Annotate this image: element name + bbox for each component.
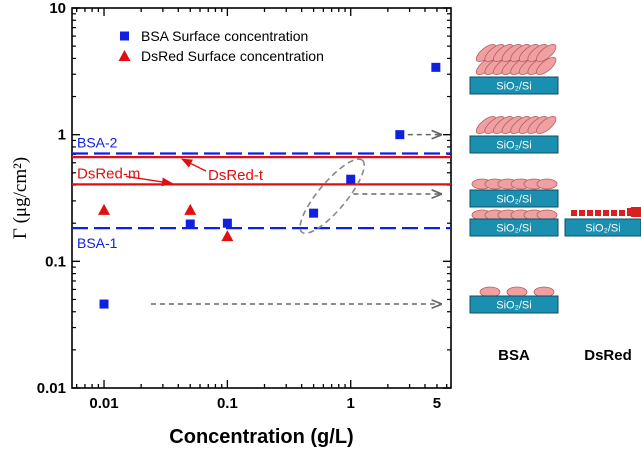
dsred-illustration-title: DsRed: [584, 347, 632, 364]
bsa-molecule: [536, 56, 557, 76]
dsred-molecule: [587, 210, 593, 216]
legend-label: BSA Surface concentration: [141, 28, 308, 44]
dsred-molecule: [619, 210, 625, 216]
dsred-molecule: [595, 210, 601, 216]
dsred-molecule: [579, 210, 585, 216]
label-dsred-t: DsRed-t: [208, 167, 264, 184]
substrate-block: [469, 76, 559, 95]
substrate-block: [469, 135, 559, 154]
substrate-label: SiO₂/Si: [496, 223, 531, 235]
legend-label: DsRed Surface concentration: [141, 48, 324, 64]
adsorption-illustration: SiO₂/Si SiO₂/Si SiO₂/Si SiO₂/Si SiO₂/Si SiO₂/…: [469, 43, 641, 364]
label-dsred-m: DsRed-m: [77, 165, 140, 182]
substrate-label: SiO₂/Si: [496, 300, 531, 312]
substrate-label: SiO₂/Si: [585, 223, 620, 235]
dsred-data-point: [184, 203, 197, 215]
dsred-molecule: [571, 210, 577, 216]
axes-frame: [71, 7, 452, 389]
label-bsa-1: BSA-1: [77, 235, 118, 251]
y-tick-label: 10: [49, 0, 66, 17]
y-tick-label: 0.01: [37, 380, 66, 397]
bsa-illustration-title: BSA: [498, 347, 530, 364]
legend-triangle-marker: [118, 50, 131, 61]
substrate-label: SiO₂/Si: [496, 140, 531, 152]
dsred-molecule: [603, 210, 609, 216]
legend-square-marker: [120, 31, 129, 41]
substrate-label: SiO₂/Si: [496, 194, 531, 206]
bsa-molecule: [536, 115, 557, 135]
bsa-data-point: [309, 208, 319, 218]
group-ellipse: [299, 158, 366, 235]
arrow-dsred-m: [125, 175, 174, 187]
bsa-molecule: [536, 178, 558, 190]
substrate-block: [469, 218, 559, 237]
bsa-data-point: [431, 62, 441, 72]
x-tick-label: 0.1: [217, 395, 238, 412]
y-tick-label: 0.1: [45, 253, 66, 270]
x-tick-label: 5: [433, 395, 441, 412]
bsa-molecule: [536, 43, 557, 63]
bsa-data-point: [185, 219, 195, 229]
dsred-data-point: [98, 203, 111, 215]
dsred-data-point: [221, 230, 234, 242]
dsred-molecule: [631, 207, 641, 217]
substrate-block: [469, 295, 559, 314]
substrate-label: SiO₂/Si: [496, 81, 531, 93]
y-axis-title: Γ (μg/cm²): [10, 157, 31, 239]
plot-area: 0.01 0.1 1 10 0.01 0.1 1 5 Concentration (g/L) Γ …: [10, 0, 452, 448]
substrate-block: [564, 218, 641, 237]
x-tick-label: 0.01: [89, 395, 118, 412]
dsred-molecule: [611, 210, 617, 216]
bsa-data-point: [222, 218, 232, 228]
x-tick-label: 1: [347, 395, 355, 412]
bsa-data-point: [395, 130, 405, 140]
substrate-block: [469, 189, 559, 208]
label-bsa-2: BSA-2: [77, 135, 118, 151]
bsa-data-point: [99, 299, 109, 309]
y-tick-label: 1: [58, 127, 66, 144]
x-axis-title: Concentration (g/L): [169, 426, 353, 448]
arrow-dsred-t: [180, 158, 207, 172]
bsa-data-point: [346, 174, 356, 184]
